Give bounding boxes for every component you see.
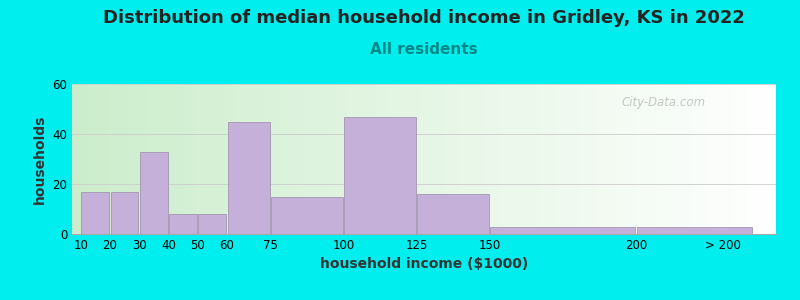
Bar bbox=[110, 191, 138, 234]
Bar bbox=[169, 214, 197, 234]
X-axis label: household income ($1000): household income ($1000) bbox=[320, 257, 528, 272]
Bar bbox=[271, 196, 343, 234]
Bar bbox=[227, 122, 270, 234]
Y-axis label: households: households bbox=[33, 114, 46, 204]
Bar bbox=[418, 194, 489, 234]
Bar bbox=[82, 191, 110, 234]
Text: Distribution of median household income in Gridley, KS in 2022: Distribution of median household income … bbox=[103, 9, 745, 27]
Text: All residents: All residents bbox=[370, 42, 478, 57]
Bar bbox=[198, 214, 226, 234]
Text: City-Data.com: City-Data.com bbox=[621, 96, 706, 109]
Bar bbox=[140, 152, 168, 234]
Bar bbox=[490, 226, 635, 234]
Bar bbox=[637, 226, 752, 234]
Bar bbox=[344, 116, 416, 234]
